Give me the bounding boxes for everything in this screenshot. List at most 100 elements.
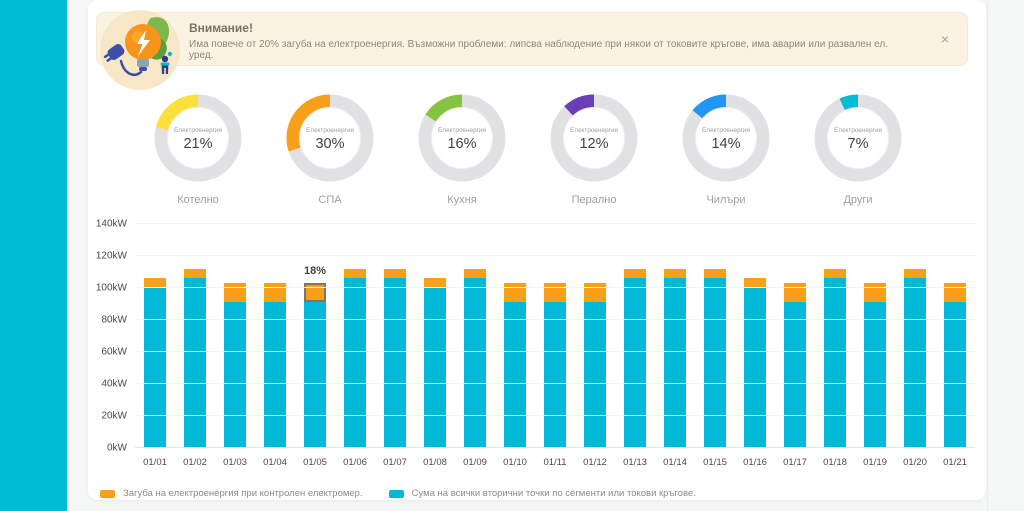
donut-row: Електроенергия 21% Котелно Електроенергия 30…: [88, 90, 986, 206]
bar-segment-sum: [424, 288, 446, 448]
donut-chart[interactable]: Електроенергия 7% Други: [792, 90, 924, 206]
donut-chart[interactable]: Електроенергия 14% Чилъри: [660, 90, 792, 206]
x-tick-label: 01/21: [943, 457, 967, 468]
donut-ring: Електроенергия 16%: [418, 94, 506, 182]
bar-segment-sum: [784, 302, 806, 448]
donut-ring: Електроенергия 21%: [154, 94, 242, 182]
bar-stack: [664, 268, 686, 448]
bar-column[interactable]: 01/14: [655, 224, 695, 468]
bar-segment-loss: [144, 278, 166, 288]
x-tick-label: 01/12: [583, 457, 607, 468]
bar-column[interactable]: 01/08: [415, 224, 455, 468]
donut-percent-value: 14%: [711, 136, 740, 152]
bar-column[interactable]: 01/21: [935, 224, 975, 468]
banner-message: Има повече от 20% загуба на електроенерг…: [189, 39, 889, 61]
y-tick-label: 100kW: [95, 282, 127, 294]
x-tick-label: 01/04: [263, 457, 287, 468]
y-tick-label: 140kW: [95, 218, 127, 230]
bar-stack: [384, 268, 406, 448]
bar-stack: [304, 283, 326, 448]
x-tick-label: 01/06: [343, 457, 367, 468]
y-tick-label: 40kW: [101, 378, 127, 390]
bar-segment-loss: [664, 268, 686, 279]
bar-segment-loss: [384, 268, 406, 279]
bar-segment-loss: [184, 268, 206, 279]
bar-column[interactable]: 01/04: [255, 224, 295, 468]
bar-segment-loss: [744, 278, 766, 288]
bar-column[interactable]: 01/10: [495, 224, 535, 468]
bar-segment-sum: [744, 288, 766, 448]
y-axis: 0kW 20kW 40kW 60kW 80kW 100kW 120kW 140kW: [88, 219, 135, 454]
bar-column[interactable]: 01/17: [775, 224, 815, 468]
bar-column[interactable]: 01/09: [455, 224, 495, 468]
bar-segment-sum: [584, 302, 606, 448]
x-tick-label: 01/15: [703, 457, 727, 468]
donut-center-label: Електроенергия: [570, 127, 619, 134]
bar-column[interactable]: 01/18: [815, 224, 855, 468]
donut-chart[interactable]: Електроенергия 30% СПА: [264, 90, 396, 206]
x-tick-label: 01/16: [743, 457, 767, 468]
bar-column[interactable]: 01/13: [615, 224, 655, 468]
gridline: [135, 223, 975, 224]
x-tick-label: 01/02: [183, 457, 207, 468]
bar-segment-sum: [184, 278, 206, 448]
bar-column[interactable]: 01/11: [535, 224, 575, 468]
donut-ring: Електроенергия 30%: [286, 94, 374, 182]
bar-column[interactable]: 01/07: [375, 224, 415, 468]
donut-center-label: Електроенергия: [702, 127, 751, 134]
bar-segment-sum: [904, 278, 926, 448]
donut-chart[interactable]: Електроенергия 21% Котелно: [132, 90, 264, 206]
x-tick-label: 01/08: [423, 457, 447, 468]
donut-percent-value: 21%: [183, 136, 212, 152]
bar-column[interactable]: 01/15: [695, 224, 735, 468]
donut-chart[interactable]: Електроенергия 12% Перално: [528, 90, 660, 206]
donut-title: Кухня: [447, 194, 477, 206]
gridline: [135, 351, 975, 352]
bar-segment-sum: [384, 278, 406, 448]
banner-title: Внимание!: [189, 21, 253, 35]
bar-segment-loss: [704, 268, 726, 279]
bar-column[interactable]: 01/06: [335, 224, 375, 468]
donut-title: СПА: [318, 194, 342, 206]
bar-segment-sum: [144, 288, 166, 448]
gridline: [135, 319, 975, 320]
bar-column[interactable]: 01/02: [175, 224, 215, 468]
gridline: [135, 415, 975, 416]
donut-percent-value: 30%: [315, 136, 344, 152]
x-tick-label: 01/07: [383, 457, 407, 468]
bar-segment-sum: [464, 278, 486, 448]
donut-ring: Електроенергия 12%: [550, 94, 638, 182]
bar-segment-loss: [504, 283, 526, 303]
bar-stack: [544, 283, 566, 448]
donut-center-label: Електроенергия: [438, 127, 487, 134]
bar-column[interactable]: 01/16: [735, 224, 775, 468]
sidebar: [0, 0, 67, 511]
donut-title: Перално: [571, 194, 617, 206]
y-tick-label: 120kW: [95, 250, 127, 262]
x-tick-label: 01/18: [823, 457, 847, 468]
bar-column[interactable]: 01/01: [135, 224, 175, 468]
bar-column[interactable]: 01/20: [895, 224, 935, 468]
legend-swatch: [388, 489, 404, 498]
bars-container: 01/01 01/02 01/03 01/04 01/05 18% 01/06 01/07 01…: [135, 224, 975, 468]
donut-percent-value: 12%: [579, 136, 608, 152]
bar-segment-sum: [224, 302, 246, 448]
bar-stack: [584, 283, 606, 448]
gridline: [135, 383, 975, 384]
bar-segment-loss: [424, 278, 446, 288]
bar-segment-loss: [344, 268, 366, 279]
close-icon[interactable]: ×: [940, 31, 949, 47]
bar-segment-sum: [664, 278, 686, 448]
bar-segment-sum: [544, 302, 566, 448]
donut-title: Чилъри: [706, 194, 746, 206]
bar-column[interactable]: 01/19: [855, 224, 895, 468]
legend-swatch: [100, 489, 115, 498]
bar-stack: [624, 268, 646, 448]
bar-column[interactable]: 01/12: [575, 224, 615, 468]
bar-segment-loss: [584, 283, 606, 303]
donut-chart[interactable]: Електроенергия 16% Кухня: [396, 90, 528, 206]
bar-column[interactable]: 01/03: [215, 224, 255, 468]
bar-stack: [424, 278, 446, 448]
y-tick-label: 60kW: [101, 346, 127, 358]
bar-column[interactable]: 01/05 18%: [295, 224, 335, 468]
